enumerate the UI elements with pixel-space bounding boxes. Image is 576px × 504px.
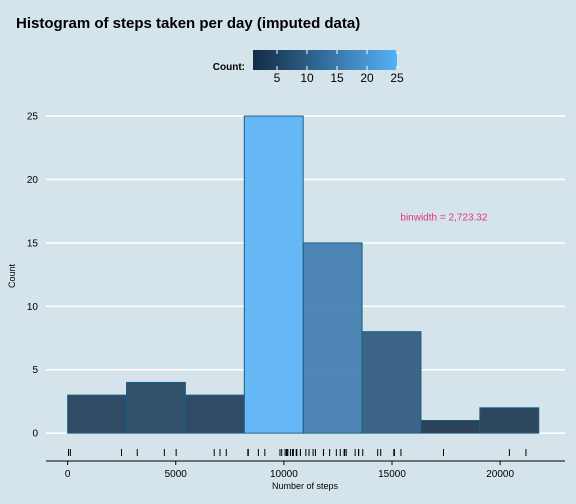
x-tick-label: 0	[65, 469, 71, 480]
histogram-bar	[243, 115, 304, 434]
histogram-bar	[126, 381, 186, 434]
histogram-bar	[420, 419, 481, 434]
x-tick-label: 5000	[165, 469, 188, 480]
legend: Count: 5 10 15 20 25	[213, 50, 404, 85]
y-tick-label: 20	[27, 175, 39, 186]
x-tick-label: 15000	[378, 469, 406, 480]
x-axis-ticks: 0 5000 10000 15000 20000	[65, 461, 514, 480]
histogram-bar	[302, 242, 363, 434]
y-tick-label: 15	[27, 238, 39, 249]
x-tick-label: 10000	[270, 469, 298, 480]
y-axis-title: Count	[7, 264, 17, 289]
histogram-bar	[67, 394, 128, 434]
legend-colorbar	[253, 50, 397, 70]
histogram-bar	[361, 331, 422, 434]
rug-marks	[68, 449, 527, 456]
legend-tick-label: 5	[274, 71, 281, 85]
histogram-bars	[67, 115, 540, 434]
histogram-bar	[184, 394, 245, 434]
legend-title: Count:	[213, 62, 245, 73]
legend-tick-label: 25	[390, 71, 404, 85]
x-tick-label: 20000	[486, 469, 514, 480]
legend-tick-label: 20	[360, 71, 374, 85]
legend-ticks: 5 10 15 20 25	[274, 50, 404, 85]
x-axis-title: Number of steps	[272, 481, 339, 491]
y-tick-label: 0	[32, 429, 38, 440]
legend-tick-label: 15	[330, 71, 344, 85]
y-tick-label: 5	[32, 365, 38, 376]
binwidth-annotation: binwidth = 2,723.32	[400, 213, 487, 224]
histogram-bar	[479, 407, 540, 434]
y-tick-label: 25	[27, 112, 39, 123]
y-axis-ticks: 0 5 10 15 20 25	[27, 112, 39, 440]
y-tick-label: 10	[27, 302, 39, 313]
legend-tick-label: 10	[300, 71, 314, 85]
chart-title: Histogram of steps taken per day (impute…	[16, 15, 360, 32]
